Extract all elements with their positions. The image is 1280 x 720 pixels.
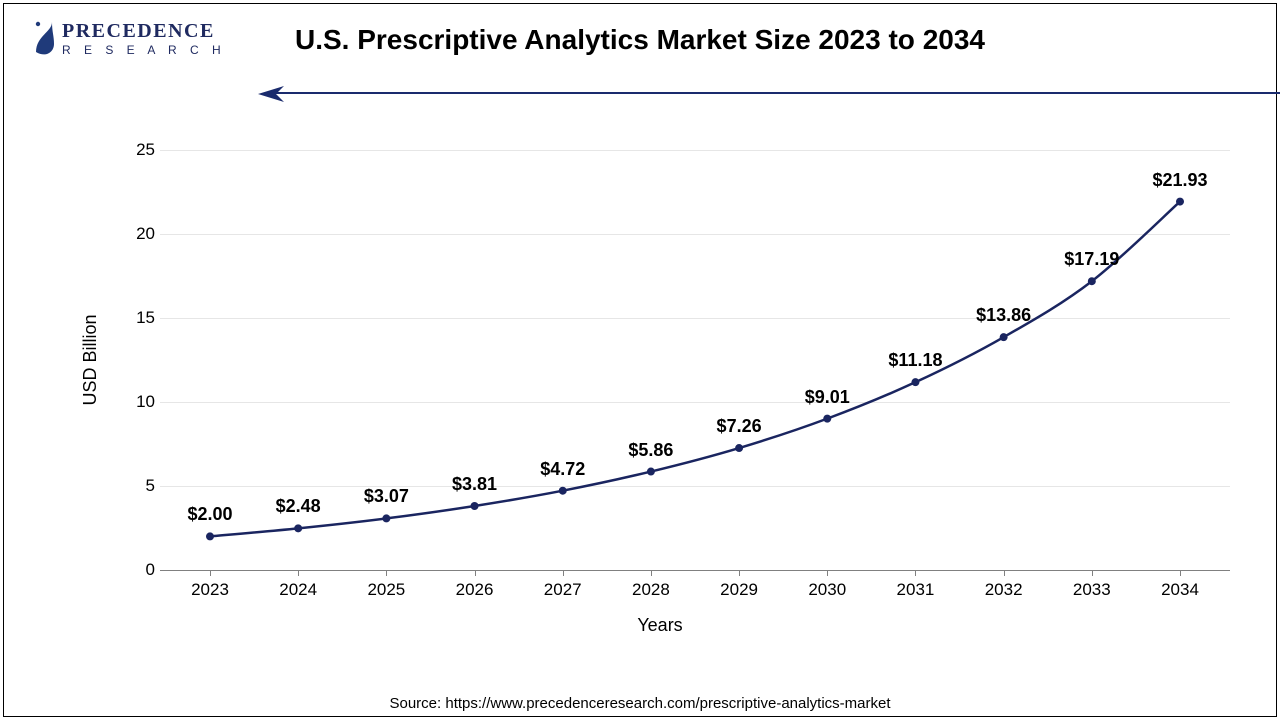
data-label: $21.93 bbox=[1152, 170, 1207, 191]
y-tick-label: 15 bbox=[125, 308, 155, 328]
data-marker bbox=[206, 532, 214, 540]
x-tick-mark bbox=[386, 570, 387, 576]
x-tick-label: 2032 bbox=[964, 580, 1044, 600]
source-text: Source: https://www.precedenceresearch.c… bbox=[0, 695, 1280, 712]
x-axis-line bbox=[160, 570, 1230, 571]
x-tick-label: 2028 bbox=[611, 580, 691, 600]
x-tick-mark bbox=[1180, 570, 1181, 576]
chart-title: U.S. Prescriptive Analytics Market Size … bbox=[0, 24, 1280, 56]
x-tick-mark bbox=[1004, 570, 1005, 576]
data-label: $7.26 bbox=[717, 416, 762, 437]
x-tick-label: 2024 bbox=[258, 580, 338, 600]
x-tick-label: 2034 bbox=[1140, 580, 1220, 600]
x-tick-mark bbox=[1092, 570, 1093, 576]
data-label: $13.86 bbox=[976, 305, 1031, 326]
x-tick-label: 2027 bbox=[523, 580, 603, 600]
data-label: $3.07 bbox=[364, 486, 409, 507]
data-marker bbox=[911, 378, 919, 386]
x-tick-mark bbox=[475, 570, 476, 576]
data-label: $2.00 bbox=[187, 504, 232, 525]
data-marker bbox=[1088, 277, 1096, 285]
y-tick-label: 25 bbox=[125, 140, 155, 160]
y-tick-label: 0 bbox=[125, 560, 155, 580]
x-tick-mark bbox=[298, 570, 299, 576]
data-marker bbox=[382, 514, 390, 522]
x-tick-label: 2030 bbox=[787, 580, 867, 600]
data-marker bbox=[559, 487, 567, 495]
data-marker bbox=[471, 502, 479, 510]
data-label: $2.48 bbox=[276, 496, 321, 517]
x-tick-mark bbox=[827, 570, 828, 576]
data-marker bbox=[823, 415, 831, 423]
data-label: $3.81 bbox=[452, 474, 497, 495]
x-tick-mark bbox=[915, 570, 916, 576]
x-tick-mark bbox=[651, 570, 652, 576]
plot-region: $2.00 $2.48 $3.07 $3.81 $4.72 $5.86 $7.26 $9.01… bbox=[160, 150, 1230, 570]
x-tick-mark bbox=[739, 570, 740, 576]
data-marker bbox=[1176, 198, 1184, 206]
x-tick-label: 2023 bbox=[170, 580, 250, 600]
y-axis-label: USD Billion bbox=[80, 314, 101, 405]
x-tick-mark bbox=[563, 570, 564, 576]
y-tick-label: 20 bbox=[125, 224, 155, 244]
data-marker bbox=[735, 444, 743, 452]
data-label: $9.01 bbox=[805, 387, 850, 408]
data-label: $5.86 bbox=[628, 440, 673, 461]
data-marker bbox=[647, 468, 655, 476]
chart-area: USD Billion 0510152025 $2.00$2.48$3.07$3… bbox=[90, 150, 1230, 640]
x-tick-label: 2025 bbox=[346, 580, 426, 600]
x-tick-label: 2033 bbox=[1052, 580, 1132, 600]
arrow-head-icon bbox=[258, 85, 286, 103]
y-tick-label: 5 bbox=[125, 476, 155, 496]
data-marker bbox=[1000, 333, 1008, 341]
x-tick-label: 2031 bbox=[875, 580, 955, 600]
series-line bbox=[210, 202, 1180, 537]
x-tick-mark bbox=[210, 570, 211, 576]
data-label: $4.72 bbox=[540, 459, 585, 480]
data-label: $11.18 bbox=[888, 350, 942, 371]
x-tick-label: 2026 bbox=[435, 580, 515, 600]
arrow-line bbox=[265, 92, 1280, 94]
x-axis-label: Years bbox=[90, 615, 1230, 636]
x-tick-label: 2029 bbox=[699, 580, 779, 600]
y-tick-label: 10 bbox=[125, 392, 155, 412]
data-marker bbox=[294, 524, 302, 532]
data-label: $17.19 bbox=[1064, 249, 1119, 270]
